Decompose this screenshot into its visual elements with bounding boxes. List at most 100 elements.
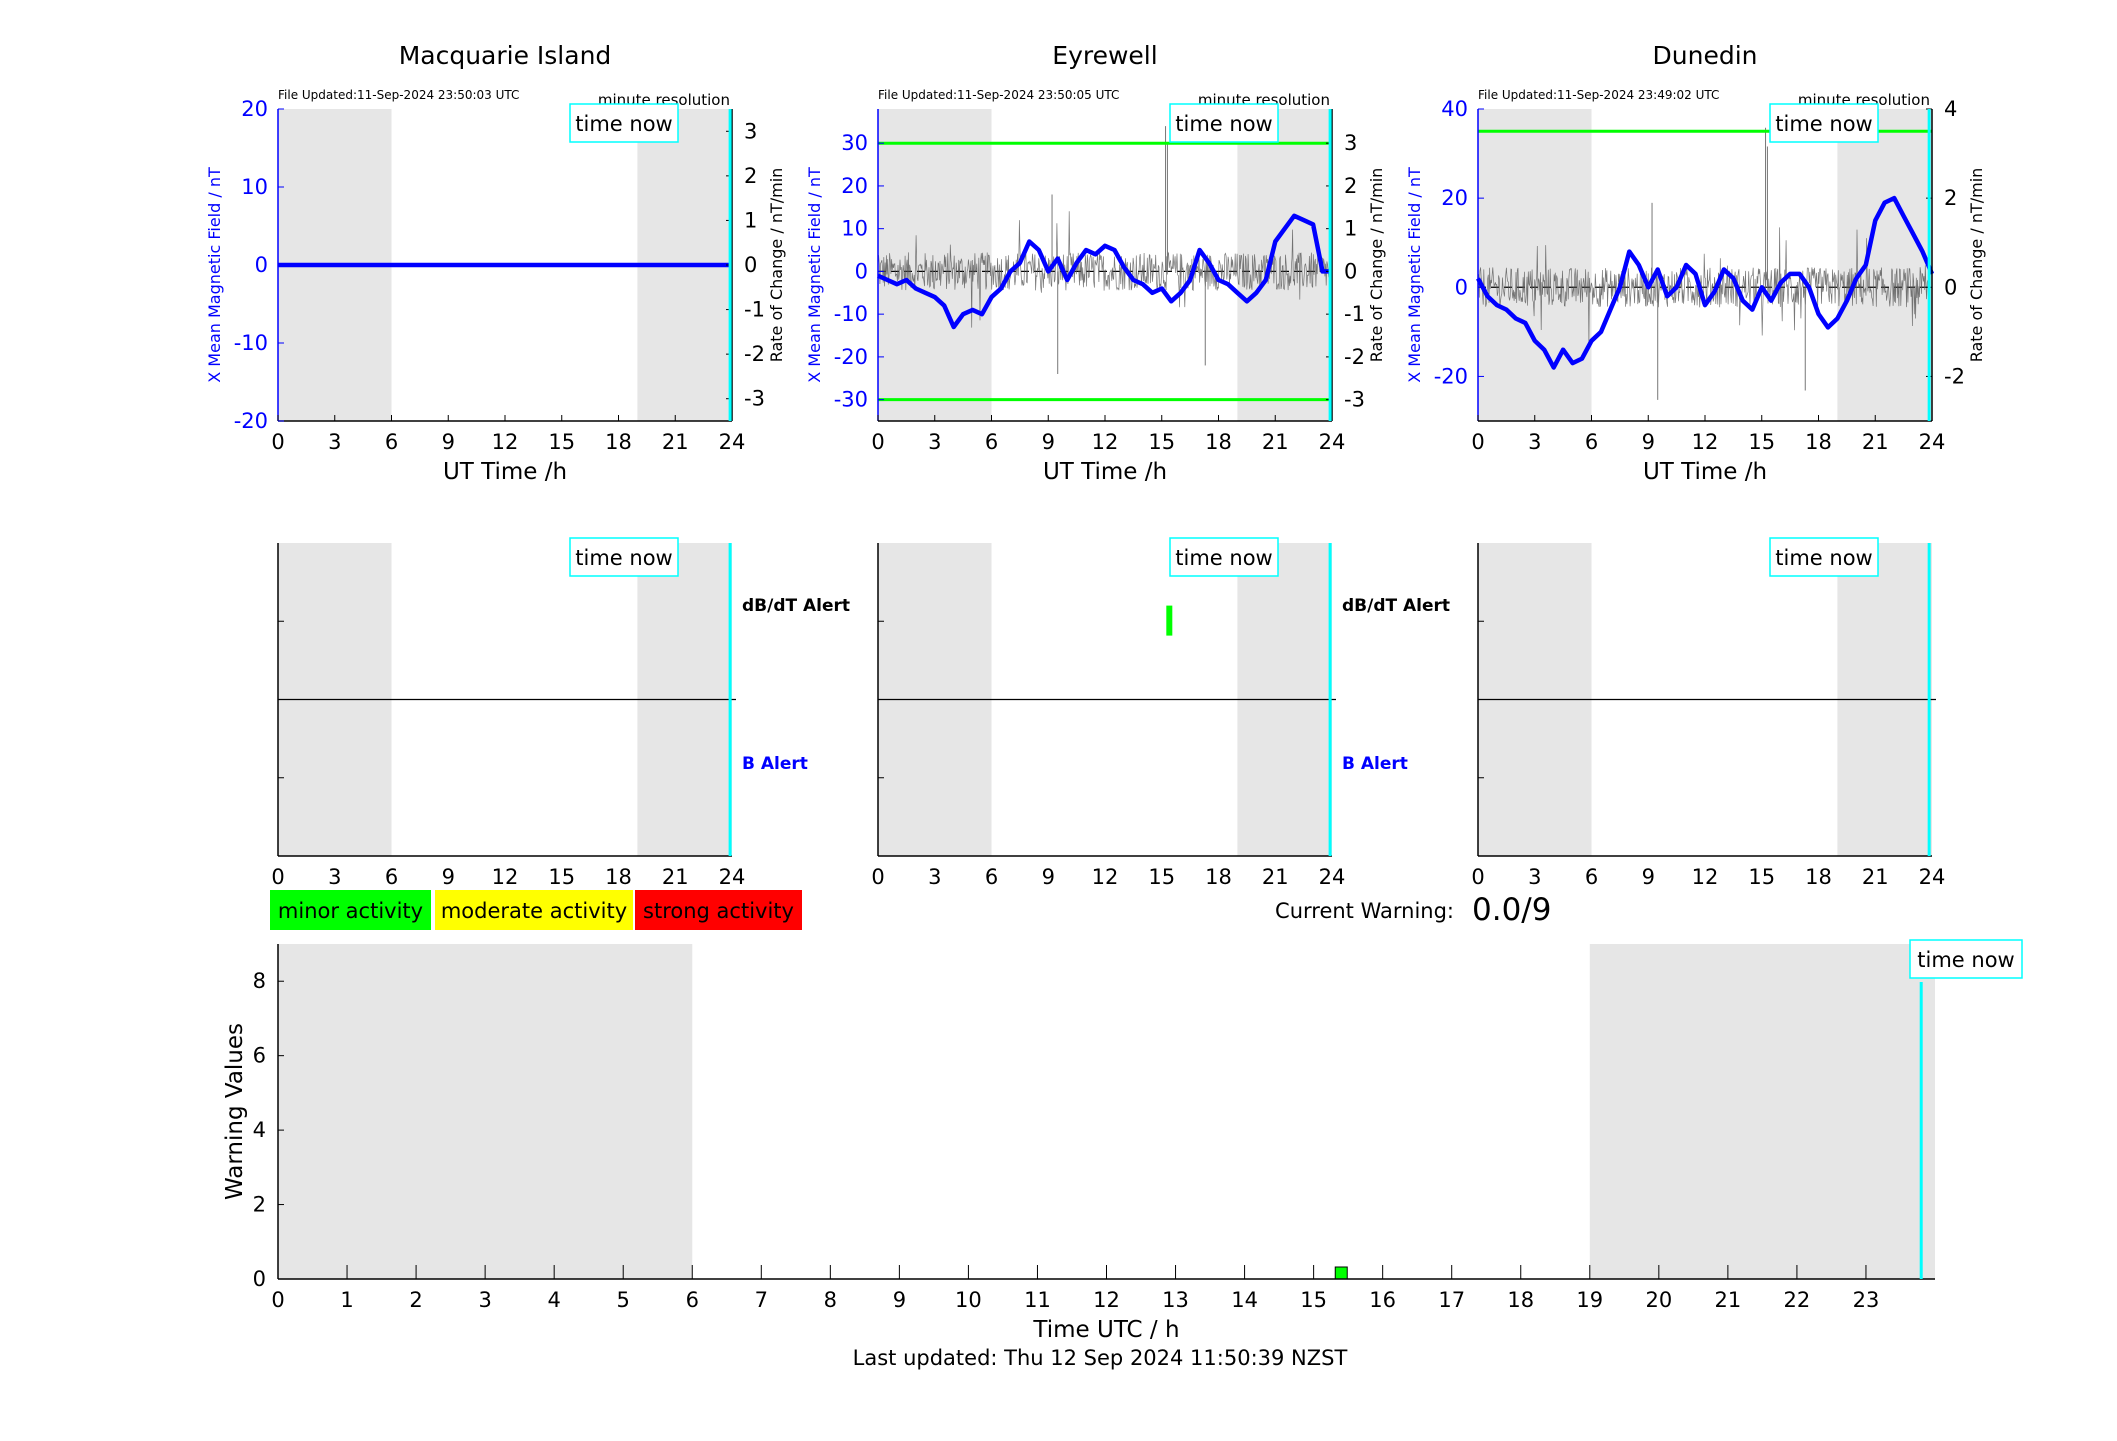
x-tick-label: 4 [547,1288,560,1312]
activity-legend: minor activity moderate activity strong ac… [270,890,802,930]
alert-panel-2: 0 3 6 9 12 15 18 21 24 time now [1471,537,1946,889]
y-right-tick-label: 2 [1344,174,1357,198]
y-tick-label: -20 [234,409,268,433]
alert-panel-1-time-now-label: time now [1175,546,1272,570]
x-tick-label: 3 [928,430,941,454]
x-tick-label: 12 [492,865,519,889]
y-tick-label: 40 [1441,97,1468,121]
x-tick-label: 24 [719,865,746,889]
station-title: Eyrewell [1052,41,1157,70]
y-right-tick-label: 2 [744,164,757,188]
x-tick-label: 6 [1585,865,1598,889]
night-band [1589,944,1935,1279]
field-panel-0-time-now-box [569,103,679,143]
field-panel-0: Macquarie Island File Updated:11-Sep-2024… [205,41,786,485]
x-axis-label: UT Time /h [443,459,567,485]
y-right-tick-label: 0 [744,253,757,277]
y-tick-label: 10 [241,175,268,199]
station-title: Macquarie Island [399,41,612,70]
y-tick-label: 6 [253,1044,266,1068]
x-tick-label: 23 [1853,1288,1880,1312]
x-tick-label: 12 [1692,430,1719,454]
x-tick-label: 6 [686,1288,699,1312]
y-right-axis-label: Rate of Change / nT/min [1967,168,1986,363]
x-tick-label: 8 [824,1288,837,1312]
x-tick-label: 0 [1471,865,1484,889]
x-tick-label: 12 [492,430,519,454]
b-alert-label: B Alert [742,754,808,774]
x-tick-label: 12 [1093,1288,1120,1312]
alert-panel-1: 0 3 6 9 12 15 18 21 24 dB/dT Alert B Alert time now [871,537,1450,889]
x-tick-label: 9 [442,430,455,454]
x-tick-label: 3 [328,430,341,454]
field-panel-2-time-now-box [1769,103,1879,143]
y-right-tick-label: -1 [1344,302,1365,326]
y-tick-label: 2 [253,1193,266,1217]
last-updated-footer: Last updated: Thu 12 Sep 2024 11:50:39 N… [853,1346,1348,1370]
night-band [278,944,693,1279]
x-tick-label: 18 [605,430,632,454]
x-tick-label: 18 [605,865,632,889]
x-tick-label: 6 [985,430,998,454]
x-tick-label: 15 [548,865,575,889]
x-tick-label: 6 [385,430,398,454]
alert-mark [1166,605,1173,636]
x-tick-label: 24 [1919,865,1946,889]
x-tick-label: 21 [1715,1288,1742,1312]
field-panel-2: Dunedin File Updated:11-Sep-2024 23:49:02… [1405,41,1986,485]
y-right-tick-label: 1 [744,208,757,232]
x-tick-label: 21 [662,865,689,889]
y-tick-label: -20 [834,345,868,369]
x-tick-label: 9 [1042,430,1055,454]
warning-panel-time-now-box [1909,939,2023,979]
x-tick-label: 21 [662,430,689,454]
dbdt-alert-label: dB/dT Alert [1342,596,1450,616]
x-tick-label: 21 [1862,865,1889,889]
x-tick-label: 0 [871,430,884,454]
field-series-line [877,213,1332,330]
y-right-tick-label: -3 [1344,388,1365,412]
x-tick-label: 14 [1231,1288,1258,1312]
x-tick-label: 10 [955,1288,982,1312]
alert-panel-1-time-now-box [1169,537,1279,577]
x-tick-label: 0 [871,865,884,889]
y-right-tick-label: 1 [1344,217,1357,241]
x-axis-label: UT Time /h [1643,459,1767,485]
x-tick-label: 24 [1919,430,1946,454]
y-right-tick-label: 4 [1944,97,1957,121]
x-tick-label: 18 [1507,1288,1534,1312]
x-tick-label: 3 [1528,865,1541,889]
x-tick-label: 9 [1042,865,1055,889]
y-axis-label: X Mean Magnetic Field / nT [1405,167,1424,383]
field-panel-1-time-now-label: time now [1175,112,1272,136]
file-updated-label: File Updated:11-Sep-2024 23:50:05 UTC [878,88,1119,102]
y-right-axis-label: Rate of Change / nT/min [1367,168,1386,363]
x-tick-label: 12 [1692,865,1719,889]
x-tick-label: 15 [548,430,575,454]
x-tick-label: 0 [271,865,284,889]
x-tick-label: 18 [1805,430,1832,454]
x-tick-label: 24 [719,430,746,454]
warning-bar [1334,1266,1348,1280]
x-tick-label: 15 [1148,430,1175,454]
y-tick-label: 8 [253,969,266,993]
warning-panel-time-now-label: time now [1917,948,2014,972]
y-tick-label: -10 [234,331,268,355]
field-panel-0-time-now-label: time now [575,112,672,136]
alert-panel-2-time-now-box [1769,537,1879,577]
y-right-tick-label: 3 [744,119,757,143]
x-tick-label: 24 [1319,430,1346,454]
x-tick-label: 24 [1319,865,1346,889]
legend-swatch-0 [270,890,431,930]
y-right-tick-label: -2 [1944,364,1965,388]
x-tick-label: 19 [1576,1288,1603,1312]
x-tick-label: 5 [617,1288,630,1312]
x-tick-label: 2 [409,1288,422,1312]
x-tick-label: 22 [1784,1288,1811,1312]
x-tick-label: 7 [755,1288,768,1312]
y-tick-label: -30 [834,388,868,412]
x-tick-label: 21 [1262,865,1289,889]
x-tick-label: 13 [1162,1288,1189,1312]
x-tick-label: 18 [1805,865,1832,889]
x-tick-label: 18 [1205,865,1232,889]
